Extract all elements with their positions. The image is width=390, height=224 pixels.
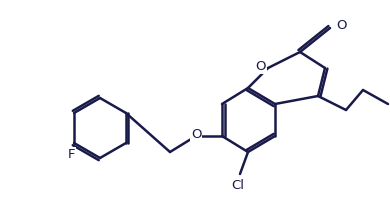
Text: F: F bbox=[67, 148, 75, 161]
Text: O: O bbox=[336, 19, 346, 32]
Text: O: O bbox=[191, 127, 201, 140]
Text: Cl: Cl bbox=[232, 179, 245, 192]
Text: O: O bbox=[255, 60, 266, 73]
